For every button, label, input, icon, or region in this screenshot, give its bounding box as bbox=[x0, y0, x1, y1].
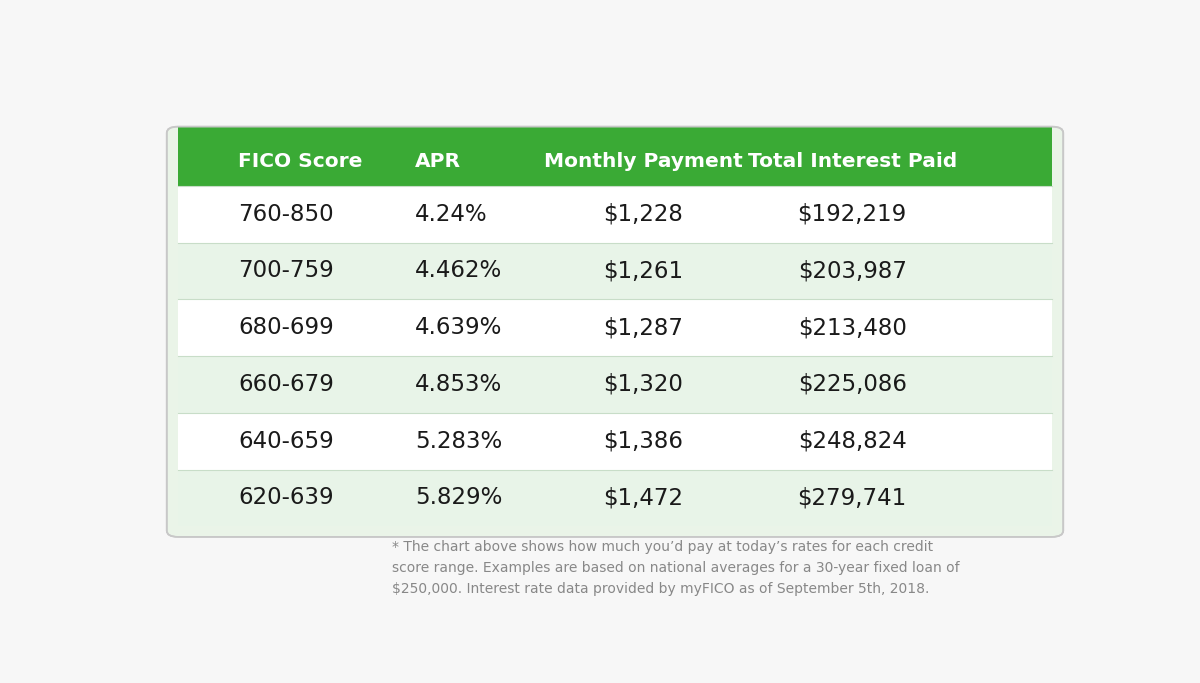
Text: $1,472: $1,472 bbox=[602, 486, 683, 510]
Text: 700-759: 700-759 bbox=[239, 260, 334, 283]
Text: $1,320: $1,320 bbox=[602, 373, 683, 396]
Text: Monthly Payment: Monthly Payment bbox=[544, 152, 743, 171]
Bar bbox=[178, 470, 1052, 527]
Bar bbox=[178, 413, 1052, 470]
Text: $1,386: $1,386 bbox=[602, 430, 683, 453]
Text: $213,480: $213,480 bbox=[798, 316, 906, 339]
Text: 640-659: 640-659 bbox=[239, 430, 334, 453]
Text: 4.24%: 4.24% bbox=[415, 203, 487, 225]
Text: $225,086: $225,086 bbox=[798, 373, 907, 396]
Text: $203,987: $203,987 bbox=[798, 260, 907, 283]
Text: APR: APR bbox=[415, 152, 461, 171]
Text: $1,228: $1,228 bbox=[602, 203, 683, 225]
Text: $279,741: $279,741 bbox=[798, 486, 907, 510]
Text: 680-699: 680-699 bbox=[239, 316, 334, 339]
Bar bbox=[178, 126, 1052, 186]
Bar bbox=[178, 186, 1052, 242]
Text: $192,219: $192,219 bbox=[798, 203, 907, 225]
Text: 620-639: 620-639 bbox=[239, 486, 334, 510]
Text: Total Interest Paid: Total Interest Paid bbox=[748, 152, 956, 171]
Text: $1,261: $1,261 bbox=[602, 260, 683, 283]
Text: 5.283%: 5.283% bbox=[415, 430, 503, 453]
Bar bbox=[178, 299, 1052, 356]
FancyBboxPatch shape bbox=[167, 126, 1063, 537]
Text: 5.829%: 5.829% bbox=[415, 486, 503, 510]
Text: 4.462%: 4.462% bbox=[415, 260, 503, 283]
Bar bbox=[178, 356, 1052, 413]
Text: FICO Score: FICO Score bbox=[239, 152, 362, 171]
Bar bbox=[178, 242, 1052, 299]
Text: $248,824: $248,824 bbox=[798, 430, 906, 453]
Text: 760-850: 760-850 bbox=[239, 203, 334, 225]
Text: 4.853%: 4.853% bbox=[415, 373, 503, 396]
Text: * The chart above shows how much you’d pay at today’s rates for each credit
scor: * The chart above shows how much you’d p… bbox=[391, 540, 960, 596]
Text: 4.639%: 4.639% bbox=[415, 316, 503, 339]
Text: 660-679: 660-679 bbox=[239, 373, 335, 396]
Text: $1,287: $1,287 bbox=[602, 316, 683, 339]
